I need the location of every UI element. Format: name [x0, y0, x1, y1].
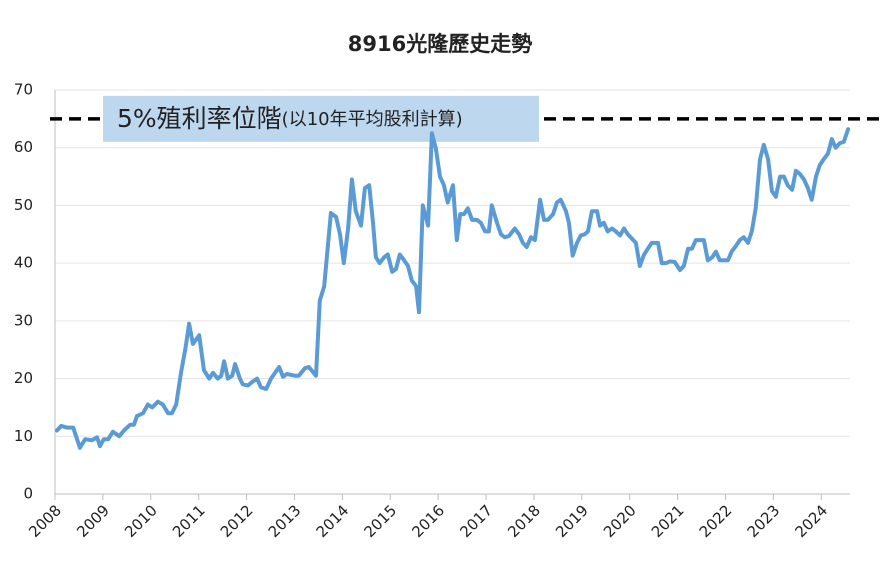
x-tick-label: 2014: [313, 501, 353, 541]
annotation-note: (以10年平均股利計算): [282, 109, 463, 130]
x-tick-label: 2023: [744, 501, 784, 541]
annotation: 5%殖利率位階(以10年平均股利計算): [117, 104, 463, 133]
x-tick-label: 2016: [408, 501, 448, 541]
x-tick-label: 2013: [265, 501, 305, 541]
y-tick-label: 50: [14, 196, 33, 214]
x-tick-label: 2012: [217, 501, 257, 541]
x-tick-label: 2017: [456, 501, 496, 541]
x-tick-label: 2018: [504, 501, 544, 541]
line-series: [54, 127, 851, 450]
x-tick-label: 2021: [648, 501, 688, 541]
x-tick-label: 2024: [792, 501, 832, 541]
chart-title: 8916光隆歷史走勢: [348, 32, 532, 56]
y-tick-label: 0: [23, 485, 33, 503]
x-tick-label: 2009: [73, 501, 113, 541]
y-tick-label: 70: [14, 81, 33, 99]
y-tick-label: 10: [14, 427, 33, 445]
x-tick-label: 2019: [552, 501, 592, 541]
x-tick-label: 2008: [25, 501, 65, 541]
annotation-box: [103, 95, 539, 142]
y-tick-label: 40: [14, 254, 33, 272]
x-tick-label: 2011: [169, 501, 209, 541]
x-tick-label: 2020: [600, 501, 640, 541]
x-tick-label: 2010: [121, 501, 161, 541]
annotation-text: 5%殖利率位階: [117, 104, 282, 133]
y-tick-label: 60: [14, 138, 33, 156]
x-tick-label: 2022: [696, 501, 736, 541]
y-tick-label: 30: [14, 311, 33, 329]
x-tick-label: 2015: [361, 501, 401, 541]
y-tick-label: 20: [14, 369, 33, 387]
